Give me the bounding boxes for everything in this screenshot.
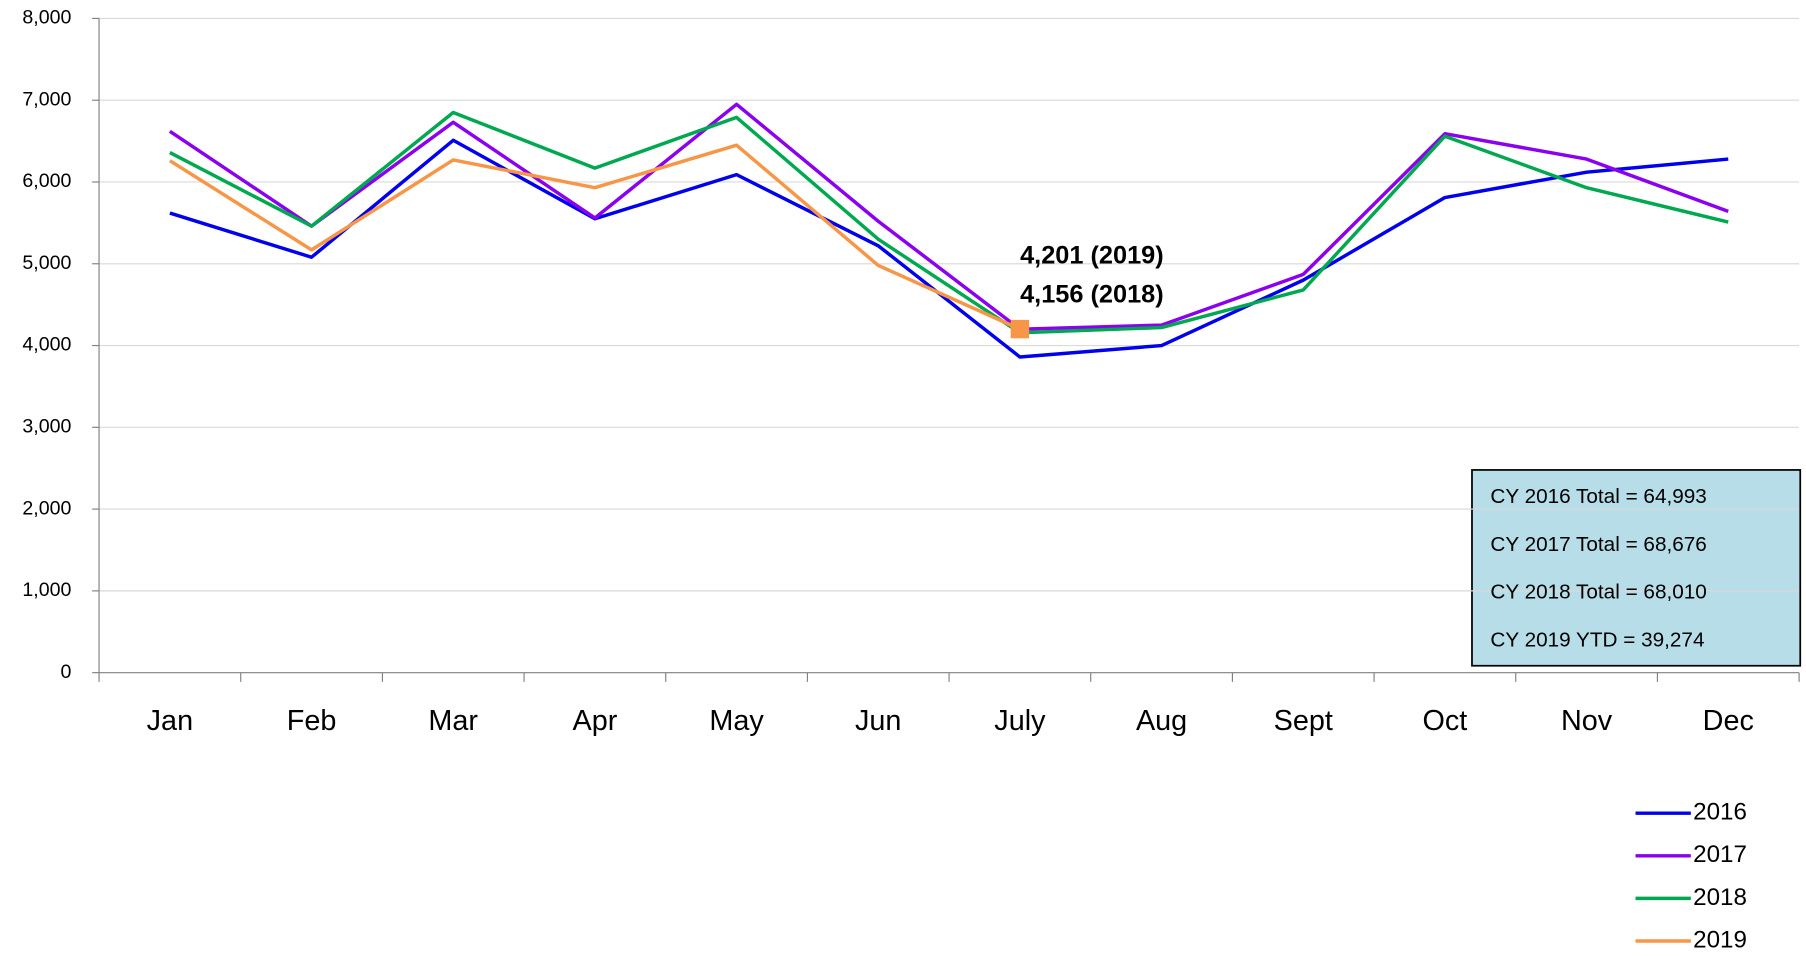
annotation: 4,156 (2018) [1020,281,1164,309]
legend-label: 2019 [1693,926,1747,953]
x-tick-label: Nov [1561,705,1613,737]
y-tick-label: 4,000 [22,334,71,356]
text-box-line: CY 2018 Total = 68,010 [1490,581,1706,604]
legend-label: 2017 [1693,841,1747,868]
series-line [169,110,1729,335]
series-line [168,143,1021,331]
y-tick-label: 0 [61,661,72,683]
y-tick-label: 2,000 [22,497,71,519]
x-tick-label: Dec [1703,705,1754,737]
y-tick-label: 7,000 [22,88,71,110]
text-box-line: CY 2016 Total = 64,993 [1490,485,1706,508]
legend-label: 2016 [1693,799,1747,826]
text-box-line: CY 2017 Total = 68,676 [1490,533,1706,556]
y-tick-label: 5,000 [22,252,71,274]
x-tick-label: May [709,705,764,737]
point-marker [1010,319,1030,339]
x-tick-label: Oct [1423,705,1468,737]
series-line [168,102,1729,331]
series-line [169,138,1729,359]
x-tick-label: Aug [1136,705,1187,737]
text-box [1471,469,1802,667]
x-tick-label: Apr [572,705,617,737]
text-box-line: CY 2019 YTD = 39,274 [1490,628,1704,651]
x-tick-label: July [994,705,1046,737]
annotation: 4,201 (2019) [1020,242,1164,270]
y-tick-label: 3,000 [22,415,71,437]
x-tick-label: Mar [428,705,478,737]
y-tick-label: 6,000 [22,170,71,192]
y-tick-label: 1,000 [22,579,71,601]
x-tick-label: Jan [147,705,193,737]
legend-label: 2018 [1693,884,1747,911]
x-tick-label: Feb [287,705,337,737]
x-tick-label: Jun [855,705,901,737]
x-tick-label: Sept [1274,705,1333,737]
y-tick-label: 8,000 [22,7,71,29]
